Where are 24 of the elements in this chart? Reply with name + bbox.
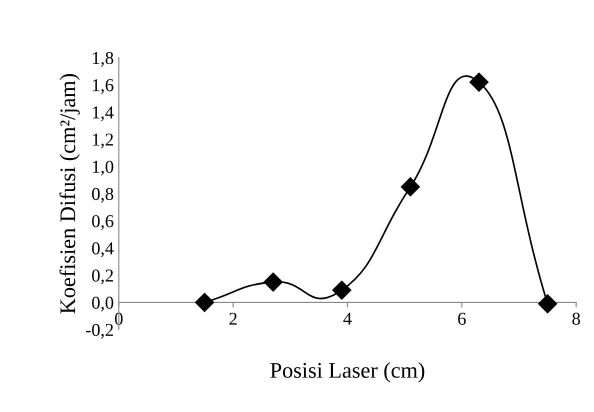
x-tick-label: 8: [572, 312, 580, 325]
point: [400, 177, 420, 196]
y-tick-label: 0,8: [92, 188, 114, 203]
point: [538, 294, 558, 314]
y-tick-label: 0,4: [92, 242, 114, 258]
point: [195, 292, 214, 312]
y-tick-label: -0,2: [86, 324, 113, 339]
y-tick-label: 0,0: [92, 296, 114, 312]
y-axis-title: Koefisien Difusi (cm²/jam): [59, 74, 80, 314]
y-tick-label: 1,4: [92, 106, 114, 122]
x-tick-label: 4: [343, 312, 352, 325]
y-tick-label: 1,0: [92, 160, 114, 176]
y-tick-label: 1,6: [92, 79, 114, 94]
point: [264, 272, 283, 292]
y-tick-label: 0,2: [92, 269, 113, 284]
x-axis-title: Posisi Laser (cm): [270, 362, 424, 382]
y-tick-label: 0,6: [92, 215, 114, 230]
x-tick-label: 2: [229, 312, 237, 325]
point: [469, 72, 489, 92]
y-tick-label: 1,2: [92, 134, 113, 148]
y-tick-label: 1,8: [92, 52, 114, 67]
x-tick-label: 0: [114, 312, 123, 325]
x-tick-label: 6: [458, 312, 466, 325]
point: [332, 280, 352, 300]
